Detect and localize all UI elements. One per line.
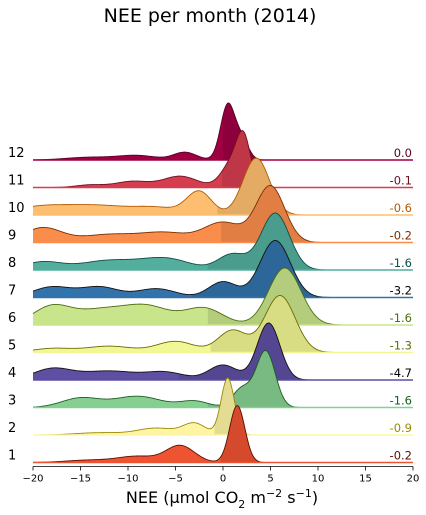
mean-shade	[223, 103, 413, 160]
x-tick-label: 10	[312, 474, 325, 485]
x-tick-label: 15	[359, 474, 372, 485]
month-label: 7	[8, 284, 16, 299]
x-tick-label: 5	[267, 474, 273, 485]
ridge-area	[33, 378, 413, 435]
ridge-area	[33, 103, 413, 160]
x-axis: −20 −15 −10 −5 0 5 10 15 20	[22, 466, 420, 485]
x-axis-title-part: )	[312, 488, 318, 507]
ridge-area	[33, 213, 413, 270]
x-tick-label: −10	[117, 474, 138, 485]
ridge-area	[33, 158, 413, 215]
x-tick-label: −20	[22, 474, 43, 485]
ridge-area	[33, 323, 413, 380]
ridge-area	[33, 350, 413, 408]
mean-value-label: -0.2	[390, 229, 412, 243]
mean-value-label: -0.2	[390, 449, 412, 463]
x-tick-label: 20	[407, 474, 420, 485]
ridge-area	[33, 295, 413, 353]
ridge-month-11: 11 -0.1	[8, 130, 413, 189]
chart-title: NEE per month (2014)	[104, 5, 317, 27]
month-label: 8	[8, 256, 16, 271]
x-axis-title-part: −1	[296, 487, 312, 500]
ridge-month-1: 1 -0.2	[8, 405, 413, 464]
x-axis-title-part: 2	[238, 498, 245, 511]
ridge-area	[33, 185, 413, 243]
month-label: 11	[8, 174, 25, 189]
ridge-month-10: 10 -0.6	[8, 157, 413, 216]
x-tick-label: −5	[168, 474, 183, 485]
x-tick-label: −15	[70, 474, 91, 485]
x-axis-title-part: −2	[266, 487, 282, 500]
mean-value-label: -1.6	[390, 394, 412, 408]
mean-value-label: 0.0	[394, 146, 412, 160]
x-axis-title: NEE (μmol CO2 m−2 s−1)	[126, 487, 318, 511]
ridge-month-2: 2 -0.9	[8, 377, 413, 436]
x-axis-title-part: s	[282, 488, 295, 507]
month-label: 5	[8, 339, 16, 354]
month-label: 4	[8, 366, 16, 381]
month-label: 10	[8, 201, 25, 216]
month-label: 2	[8, 421, 16, 436]
mean-value-label: -0.1	[390, 174, 412, 188]
mean-value-label: -0.9	[390, 421, 412, 435]
x-tick-label: 0	[220, 474, 226, 485]
x-axis-title-part: m	[245, 488, 266, 507]
month-label: 3	[8, 394, 16, 409]
month-label: 6	[8, 311, 16, 326]
ridge-group: 12 0.011 -0.110 -0.69 -0.28 -1.67 -3.26 -1.65 -1…	[8, 102, 413, 464]
ridge-month-12: 12 0.0	[8, 102, 413, 161]
ridge-area	[33, 130, 413, 188]
x-axis-title-part: NEE (μmol CO	[126, 488, 238, 507]
month-label: 9	[8, 229, 16, 244]
mean-value-label: -0.6	[390, 201, 412, 215]
mean-value-label: -1.6	[390, 256, 412, 270]
month-label: 12	[8, 146, 25, 161]
ridge-area	[33, 268, 413, 325]
mean-value-label: -3.2	[390, 284, 412, 298]
mean-value-label: -1.3	[390, 339, 412, 353]
mean-value-label: -4.7	[390, 366, 412, 380]
month-label: 1	[8, 449, 16, 464]
ridge-area	[33, 240, 413, 298]
mean-value-label: -1.6	[390, 311, 412, 325]
